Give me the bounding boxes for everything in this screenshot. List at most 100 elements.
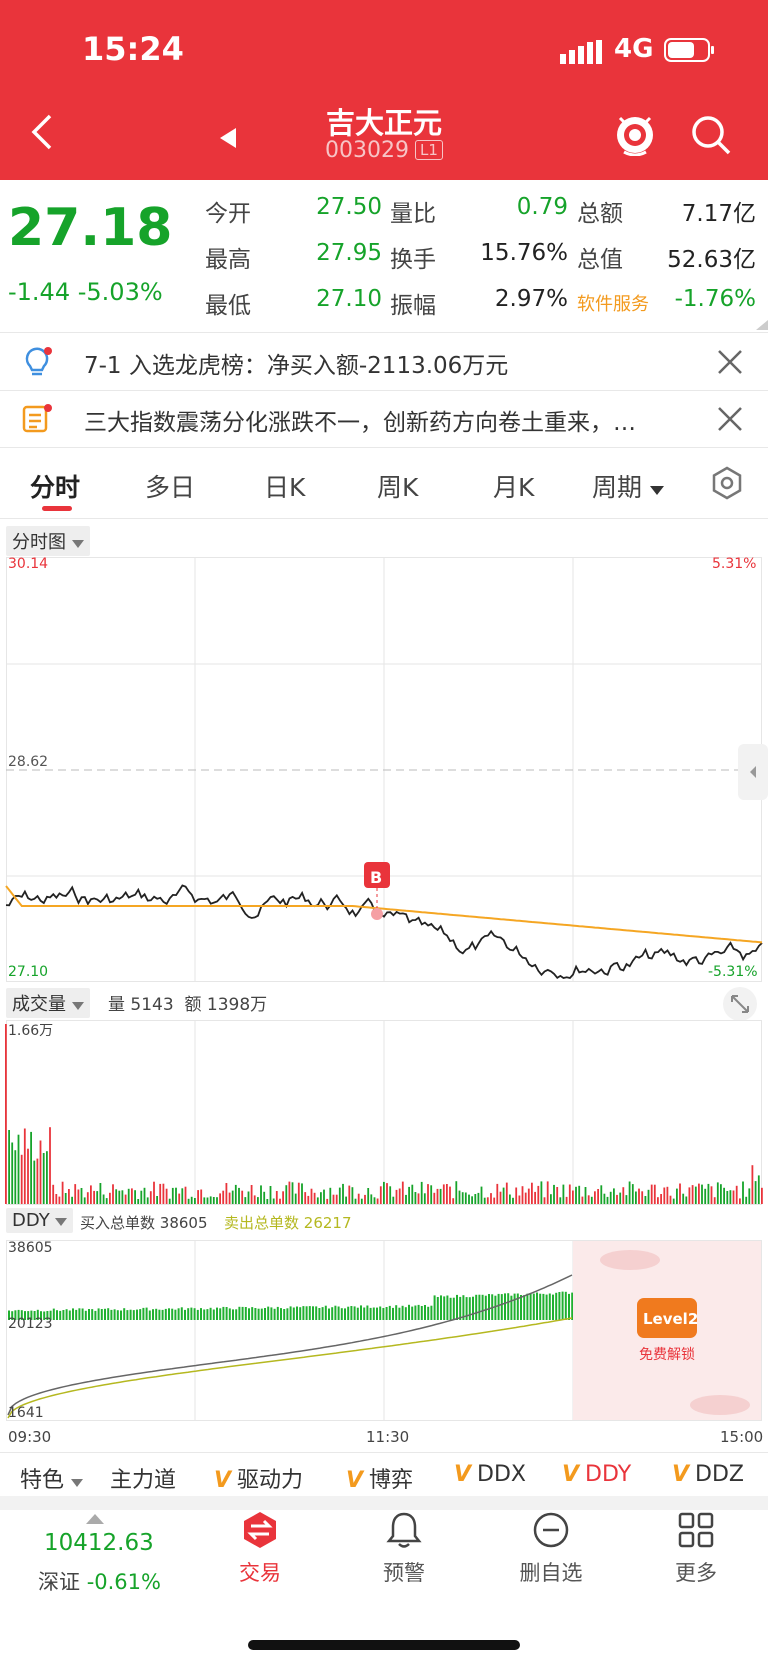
indicator-boyi[interactable]: V 博弈 (346, 1468, 414, 1493)
divider (0, 390, 768, 391)
indicator-ddx[interactable]: V DDX (454, 1462, 526, 1487)
divider (0, 332, 768, 333)
ddy-sell-info: 卖出总单数 26217 (224, 1214, 352, 1232)
network-type: 4G (614, 34, 654, 64)
ddy-axis-min: 1641 (8, 1405, 44, 1421)
unlock-text[interactable]: 免费解锁 (639, 1347, 695, 1363)
change-value: -1.44 (8, 278, 71, 306)
time-axis-mid: 11:30 (366, 1428, 410, 1446)
tab-intraday[interactable]: 分时 (30, 473, 81, 502)
search-icon[interactable] (690, 114, 732, 156)
stock-code-line: 003029 L1 (0, 138, 768, 163)
quote-label: 振幅 (390, 293, 436, 319)
nav-trade[interactable]: 交易 (230, 1510, 290, 1587)
average-price-line (5, 885, 763, 944)
news-text: 三大指数震荡分化涨跌不一，创新药方向卷土重来，… (84, 410, 636, 436)
divider (0, 1452, 768, 1453)
tab-daily-k[interactable]: 日K (264, 473, 306, 502)
side-drawer-arrow-icon (750, 766, 756, 778)
level-badge[interactable]: L1 (415, 140, 443, 160)
tab-multi-day[interactable]: 多日 (145, 473, 196, 502)
quote-value: 15.76% (480, 240, 568, 266)
nav-more-label: 更多 (675, 1561, 717, 1585)
close-icon[interactable] (716, 348, 744, 376)
close-icon[interactable] (716, 405, 744, 433)
nav-alert[interactable]: 预警 (374, 1510, 434, 1587)
dropdown-triangle-icon (71, 1479, 84, 1487)
current-price: 27.18 (8, 198, 173, 258)
expand-icon[interactable] (722, 986, 758, 1022)
quote-label: 换手 (390, 247, 436, 273)
ddy-axis-mid: 20123 (8, 1316, 53, 1332)
pct-min-label: -5.31% (708, 964, 758, 980)
volume-max-label: 1.66万 (8, 1023, 54, 1039)
divider (0, 518, 768, 519)
quote-value: 27.50 (316, 194, 382, 220)
level2-badge[interactable] (637, 1298, 697, 1338)
tab-weekly-k[interactable]: 周K (377, 473, 419, 502)
stock-code: 003029 (325, 138, 410, 163)
ddy-axis-max: 38605 (8, 1240, 53, 1256)
active-tab-indicator (42, 506, 72, 511)
mascot-icon[interactable] (612, 110, 658, 156)
tab-period[interactable]: 周期 (592, 468, 664, 504)
corner-fold-icon (756, 320, 768, 330)
volume-selector-label: 成交量 (12, 994, 66, 1015)
nav-more[interactable]: 更多 (666, 1510, 726, 1587)
time-axis-end: 15:00 (720, 1428, 764, 1446)
indicator-ddz[interactable]: V DDZ (672, 1462, 744, 1487)
level2-badge-label: Level2 (643, 1310, 699, 1328)
indicator-menu[interactable]: 特色 (20, 1462, 84, 1494)
quote-value: -1.76% (674, 286, 756, 312)
tab-period-label: 周期 (592, 473, 643, 502)
intraday-chart[interactable] (0, 556, 768, 986)
quote-value: 2.97% (494, 286, 568, 312)
index-value[interactable]: 10412.63 (44, 1530, 154, 1556)
index-line[interactable]: 深证 -0.61% (38, 1570, 161, 1594)
price-max-label: 30.14 (8, 556, 49, 572)
price-mid-label: 28.62 (8, 754, 49, 770)
indicator-qudongli[interactable]: V 驱动力 (214, 1468, 304, 1493)
quote-value: 0.79 (516, 194, 568, 220)
nav-remove-label: 删自选 (519, 1561, 583, 1585)
nav-alert-label: 预警 (383, 1561, 425, 1585)
ddy-chart[interactable] (0, 1240, 768, 1422)
signal-icon (560, 40, 602, 64)
time-axis-start: 09:30 (8, 1428, 52, 1446)
home-indicator[interactable] (248, 1640, 520, 1650)
index-expand-up-icon[interactable] (86, 1514, 104, 1524)
ddy-selector[interactable]: DDY (6, 1208, 74, 1233)
quote-value: 27.95 (316, 240, 382, 266)
dropdown-triangle-icon (71, 540, 84, 548)
battery-icon (664, 38, 714, 62)
intraday-selector[interactable]: 分时图 (6, 526, 90, 556)
nav-remove-watchlist[interactable]: 删自选 (516, 1510, 586, 1587)
volume-info: 量 5143 额 1398万 (108, 995, 268, 1015)
news-row-1[interactable]: 7-1 入选龙虎榜：净买入额-2113.06万元 (0, 334, 768, 390)
previous-stock-icon[interactable] (220, 128, 238, 148)
price-line (5, 884, 763, 979)
volume-chart[interactable] (0, 1020, 768, 1206)
price-change: -1.44 -5.03% (8, 278, 163, 306)
pct-max-label: 5.31% (712, 556, 757, 572)
buy-marker-label: B (370, 868, 383, 887)
settings-hexagon-icon[interactable] (710, 466, 744, 500)
volume-bars (5, 1024, 763, 1204)
grid (6, 557, 762, 982)
indicator-zhulidao[interactable]: 主力道 (110, 1468, 177, 1493)
quote-value: 27.10 (316, 286, 382, 312)
buy-marker[interactable] (364, 862, 390, 920)
trade-icon (244, 1512, 276, 1548)
indicator-scroller[interactable]: 主力道 V 驱动力 V 博弈 V DDX V DDY V DDZ (110, 1458, 768, 1494)
divider (0, 447, 768, 448)
indicator-ddy[interactable]: V DDY (562, 1462, 632, 1487)
dropdown-triangle-icon (71, 1002, 84, 1010)
ddy-buy-line (7, 1274, 573, 1416)
back-arrow-icon[interactable] (28, 112, 58, 152)
tab-monthly-k[interactable]: 月K (493, 473, 535, 502)
quote-label: 软件服务 (577, 294, 649, 315)
news-row-2[interactable]: 三大指数震荡分化涨跌不一，创新药方向卷土重来，… (0, 391, 768, 447)
minus-circle-icon (533, 1512, 569, 1548)
quote-label: 今开 (205, 201, 251, 227)
volume-selector[interactable]: 成交量 (6, 988, 90, 1018)
